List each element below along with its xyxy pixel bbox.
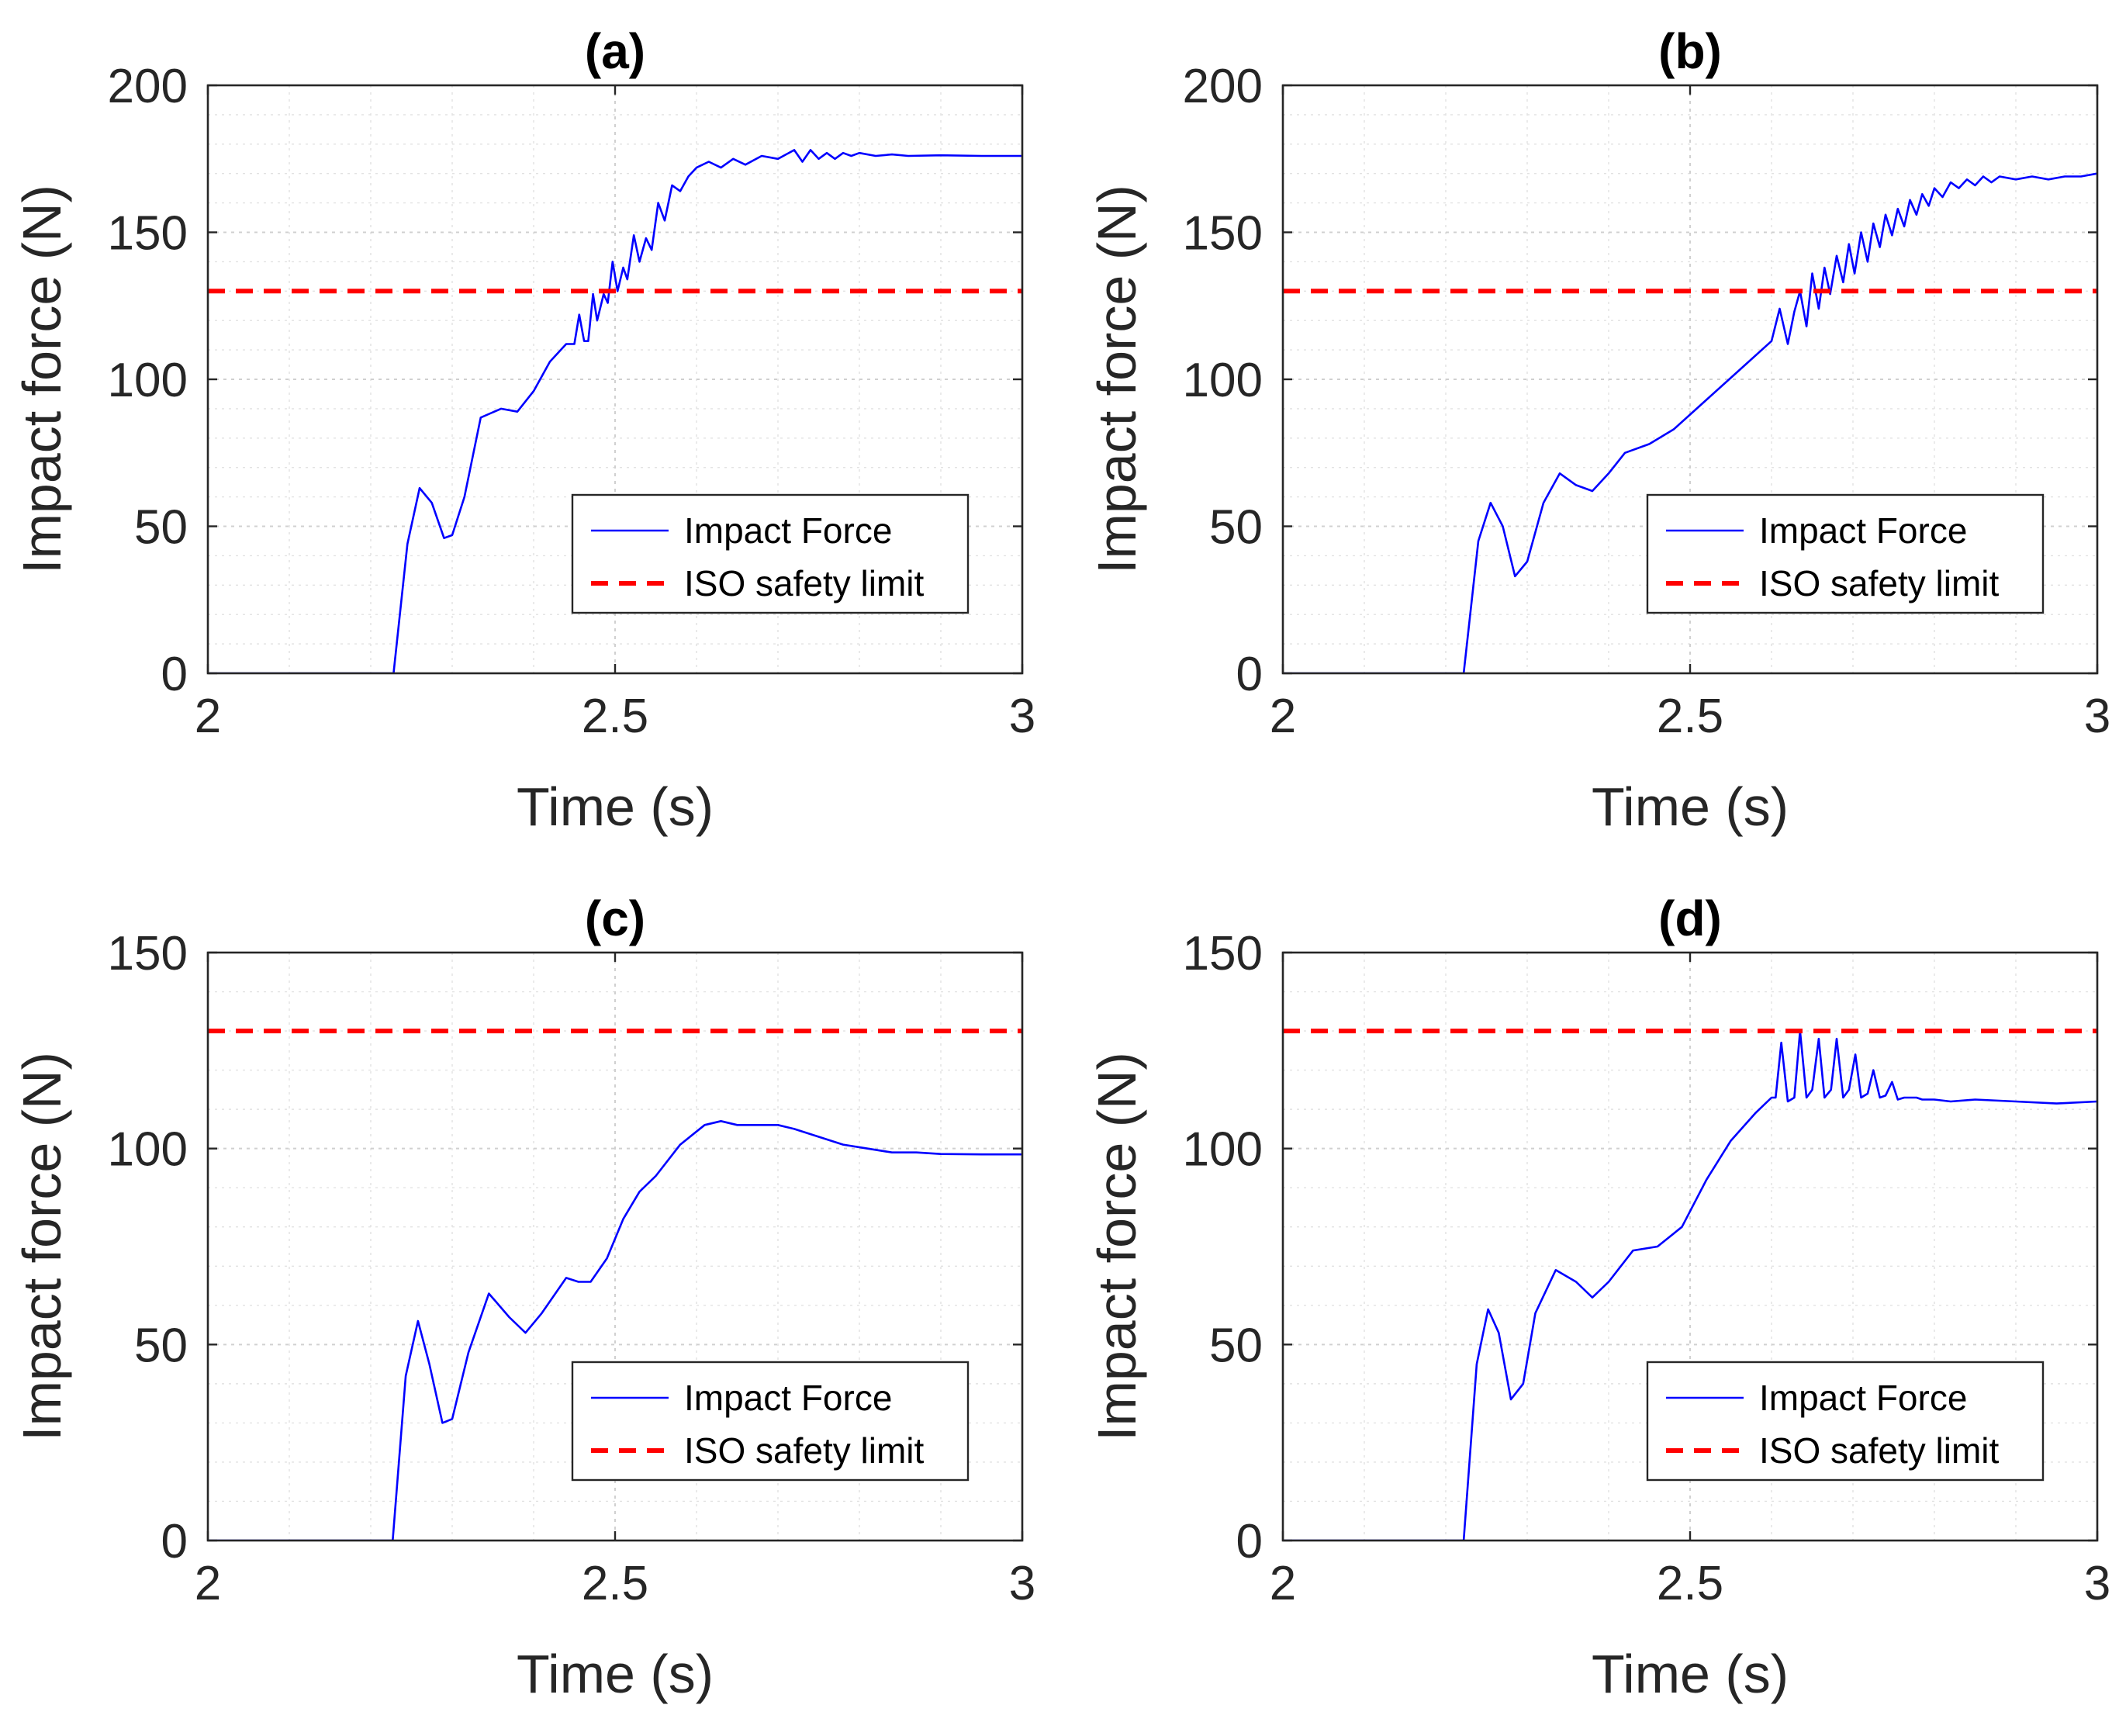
legend: Impact Force ISO safety limit xyxy=(1646,1361,2045,1482)
legend-box xyxy=(571,1361,970,1482)
legend-label: Impact Force xyxy=(684,1378,892,1418)
y-tick-label: 50 xyxy=(1209,1319,1263,1372)
y-tick-label: 0 xyxy=(1236,648,1263,701)
x-axis-label: Time (s) xyxy=(517,776,714,837)
legend-label: Impact Force xyxy=(1759,1378,1967,1418)
impact-force-line xyxy=(208,1120,1022,1541)
legend: Impact Force ISO safety limit xyxy=(1646,493,2045,614)
y-tick-label: 150 xyxy=(108,207,188,261)
x-tick-label: 2 xyxy=(1270,1557,1296,1610)
y-axis-label: Impact force (N) xyxy=(1087,1052,1147,1441)
legend-box xyxy=(1646,1361,2045,1482)
x-tick-label: 2.5 xyxy=(582,1557,648,1610)
x-tick-label: 2 xyxy=(1270,690,1296,743)
chart-title: (d) xyxy=(1658,890,1722,946)
chart-panel-4: 2 2.5 3 0 50 100 150 (d) Time (s) Impact force (N… xyxy=(1087,890,2110,1704)
x-tick-label: 2.5 xyxy=(1657,690,1723,743)
y-tick-label: 150 xyxy=(108,927,188,980)
x-tick-label: 2.5 xyxy=(1657,1557,1723,1610)
chart-panel-1: 2 2.5 3 0 50 100 150 200 (a) Time (s) Impact force… xyxy=(12,23,1035,837)
x-tick-label: 3 xyxy=(2084,1557,2110,1610)
y-tick-label: 200 xyxy=(1183,60,1263,113)
legend-box xyxy=(571,493,970,614)
y-tick-label: 150 xyxy=(1183,927,1263,980)
x-tick-label: 3 xyxy=(2084,690,2110,743)
legend-label: Impact Force xyxy=(1759,510,1967,551)
axes-frame xyxy=(1281,84,2099,675)
legend-label: ISO safety limit xyxy=(684,1430,925,1471)
x-tick-label: 2.5 xyxy=(582,690,648,743)
x-tick-label: 3 xyxy=(1009,1557,1035,1610)
axes-frame xyxy=(206,84,1024,675)
legend-box xyxy=(1646,493,2045,614)
y-tick-label: 50 xyxy=(134,501,188,555)
legend-label: ISO safety limit xyxy=(684,563,925,603)
y-tick-label: 0 xyxy=(1236,1515,1263,1568)
y-tick-label: 50 xyxy=(134,1319,188,1372)
y-tick-label: 100 xyxy=(108,1123,188,1177)
legend-label: ISO safety limit xyxy=(1759,1430,2000,1471)
y-tick-label: 100 xyxy=(1183,1123,1263,1177)
y-tick-label: 0 xyxy=(161,648,188,701)
x-tick-label: 2 xyxy=(195,1557,221,1610)
x-axis-label: Time (s) xyxy=(1592,776,1789,837)
y-tick-label: 150 xyxy=(1183,207,1263,261)
y-tick-label: 50 xyxy=(1209,501,1263,555)
impact-force-line xyxy=(208,149,1022,673)
y-axis-label: Impact force (N) xyxy=(12,185,72,574)
y-tick-label: 100 xyxy=(108,354,188,407)
chart-title: (c) xyxy=(585,890,645,946)
y-tick-label: 200 xyxy=(108,60,188,113)
x-tick-label: 2 xyxy=(195,690,221,743)
y-tick-label: 100 xyxy=(1183,354,1263,407)
axes-frame xyxy=(1281,951,2099,1542)
chart-panel-2: 2 2.5 3 0 50 100 150 200 (b) Time (s) Impact force… xyxy=(1087,23,2110,837)
y-axis-label: Impact force (N) xyxy=(12,1052,72,1441)
impact-force-line xyxy=(1283,172,2097,673)
chart-title: (b) xyxy=(1658,23,1722,79)
chart-panel-3: 2 2.5 3 0 50 100 150 (c) Time (s) Impact force (N… xyxy=(12,890,1035,1704)
x-axis-label: Time (s) xyxy=(517,1644,714,1704)
legend: Impact Force ISO safety limit xyxy=(571,1361,970,1482)
legend-label: Impact Force xyxy=(684,510,892,551)
legend: Impact Force ISO safety limit xyxy=(571,493,970,614)
impact-force-line xyxy=(1283,1029,2097,1541)
x-tick-label: 3 xyxy=(1009,690,1035,743)
chart-title: (a) xyxy=(585,23,645,79)
y-tick-label: 0 xyxy=(161,1515,188,1568)
x-axis-label: Time (s) xyxy=(1592,1644,1789,1704)
y-axis-label: Impact force (N) xyxy=(1087,185,1147,574)
axes-frame xyxy=(206,951,1024,1542)
legend-label: ISO safety limit xyxy=(1759,563,2000,603)
